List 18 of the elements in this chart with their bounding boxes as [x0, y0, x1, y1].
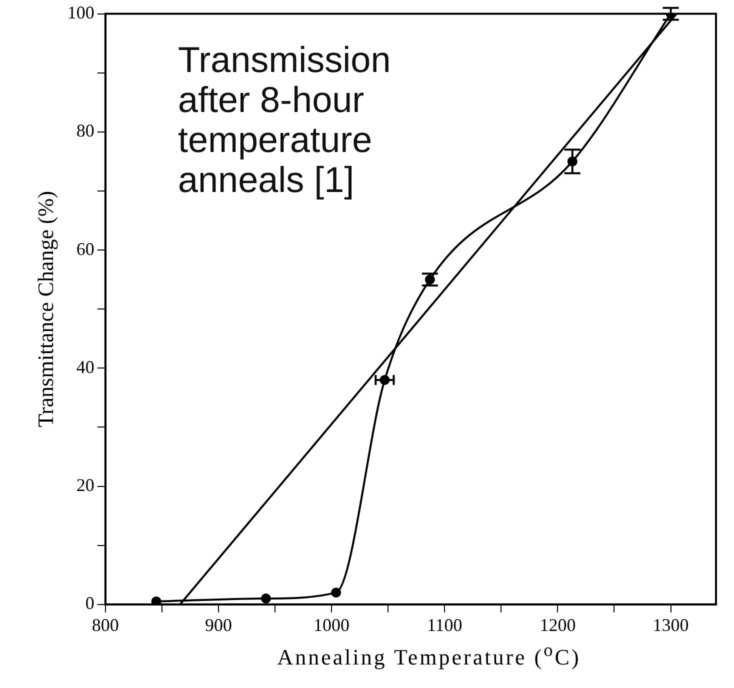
x-tick-label: 1200: [540, 614, 576, 635]
x-tick-label: 900: [204, 614, 232, 635]
y-tick-label: 20: [76, 475, 94, 496]
y-axis-title: Transmittance Change (%): [32, 190, 58, 428]
y-tick-label: 60: [76, 238, 94, 259]
x-tick-label: 1300: [652, 614, 689, 635]
y-tick-label: 100: [67, 2, 94, 23]
x-tick-label: 800: [92, 614, 119, 635]
point: [331, 588, 342, 598]
point: [260, 593, 271, 604]
y-tick-label: 40: [76, 356, 94, 377]
x-tick-label: 1000: [314, 614, 350, 635]
x-tick-label: 1100: [426, 614, 462, 635]
x-axis-title: Annealing Temperature ($^{o}$C): [276, 640, 582, 670]
y-tick-label: 80: [76, 120, 94, 141]
point: [151, 596, 162, 604]
y-tick-label: 0: [85, 593, 94, 614]
annotation: Transmission after 8-hour temperature anneals [1]: [178, 39, 392, 200]
